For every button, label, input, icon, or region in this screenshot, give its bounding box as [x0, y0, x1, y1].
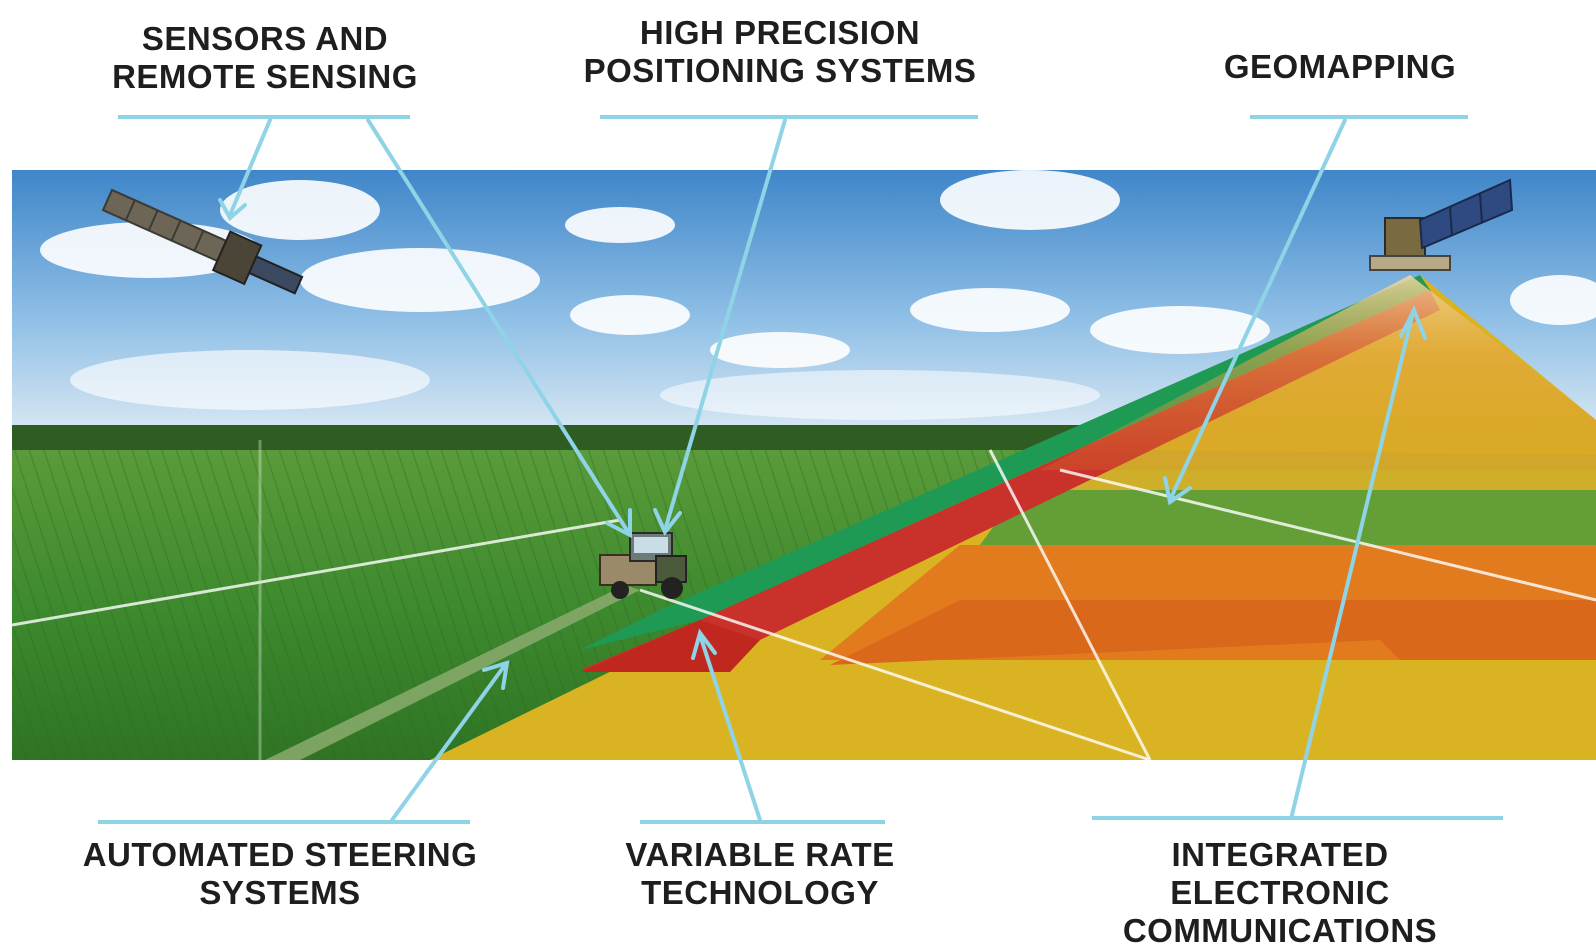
- guidance-lines: [12, 440, 1596, 760]
- label-variable-rate-technology: VARIABLE RATE TECHNOLOGY: [600, 836, 920, 912]
- label-sensors-remote-sensing: SENSORS AND REMOTE SENSING: [100, 20, 430, 96]
- label-communications-line1: INTEGRATED ELECTRONIC: [1170, 836, 1390, 911]
- callout-arrows: [218, 118, 1427, 822]
- label-automated-steering: AUTOMATED STEERING SYSTEMS: [80, 836, 480, 912]
- label-high-precision-positioning: HIGH PRECISION POSITIONING SYSTEMS: [580, 14, 980, 90]
- label-positioning-line1: HIGH PRECISION: [639, 14, 921, 51]
- satellite-beam: [1040, 275, 1596, 470]
- label-variable-rate-line1: VARIABLE RATE: [625, 836, 895, 873]
- label-positioning-line2: POSITIONING SYSTEMS: [583, 52, 977, 89]
- satellite-left-icon: [101, 188, 304, 295]
- label-sensors-line1: SENSORS AND: [141, 20, 389, 57]
- label-geomapping-line1: GEOMAPPING: [1223, 48, 1457, 85]
- scene-photo: [12, 170, 1596, 760]
- label-sensors-line2: REMOTE SENSING: [112, 58, 418, 95]
- zone-red-band: [580, 620, 760, 672]
- tractor-track: [265, 585, 640, 760]
- clouds: [40, 170, 1596, 420]
- label-steering-line1: AUTOMATED STEERING: [82, 836, 478, 873]
- label-underlines: [98, 115, 1503, 824]
- satellite-right-icon: [1369, 178, 1514, 271]
- precision-agriculture-scene: [12, 115, 1596, 824]
- label-variable-rate-line2: TECHNOLOGY: [641, 874, 879, 911]
- tractor-icon: [599, 532, 687, 599]
- label-geomapping: GEOMAPPING: [1210, 48, 1470, 86]
- zone-green-strip: [580, 275, 1430, 650]
- label-steering-line2: SYSTEMS: [199, 874, 361, 911]
